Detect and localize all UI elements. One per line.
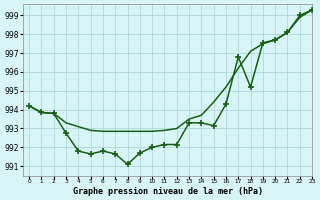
X-axis label: Graphe pression niveau de la mer (hPa): Graphe pression niveau de la mer (hPa) (73, 187, 262, 196)
